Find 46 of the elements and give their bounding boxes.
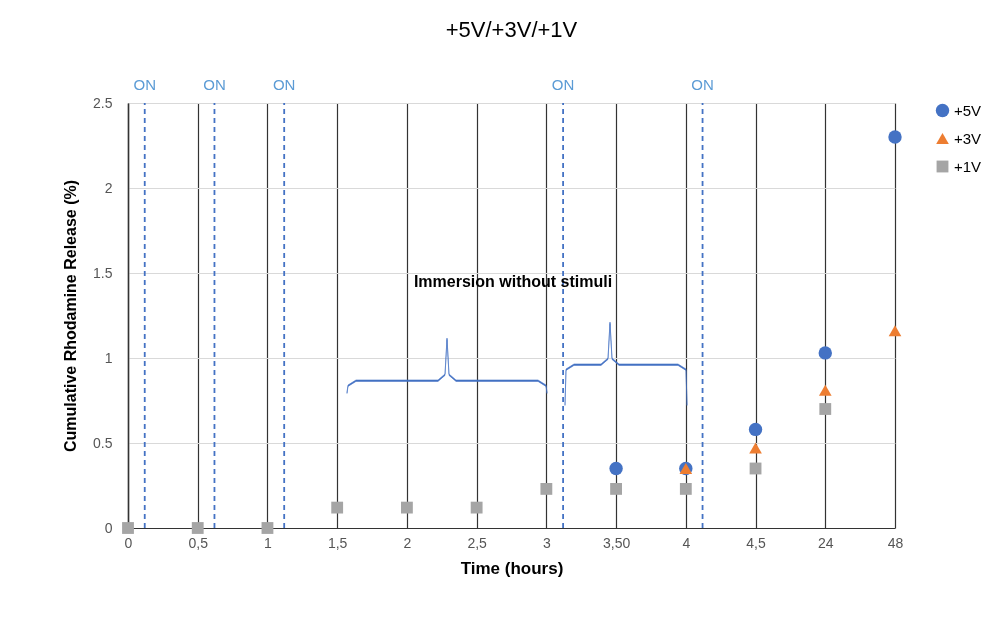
point bbox=[749, 442, 762, 454]
x-tick-label: 2 bbox=[403, 534, 412, 551]
point bbox=[191, 522, 204, 534]
x-tick-label: 0,5 bbox=[188, 534, 209, 551]
point bbox=[400, 501, 413, 514]
x-tick-label: 1,5 bbox=[327, 534, 348, 551]
x-tick-label: 48 bbox=[887, 534, 904, 551]
point bbox=[748, 422, 763, 437]
x-tick-label: 4,5 bbox=[746, 534, 766, 551]
y-tick-label: 1 bbox=[104, 349, 113, 366]
ref-line-label: ON bbox=[133, 76, 156, 93]
point bbox=[540, 482, 553, 495]
point bbox=[818, 384, 832, 396]
point bbox=[818, 346, 832, 360]
legend-label: +5V bbox=[954, 101, 982, 119]
y-axis-title: Cumulative Rhodamine Release (%) bbox=[62, 179, 80, 453]
point bbox=[261, 522, 274, 534]
point bbox=[679, 482, 692, 495]
x-tick-label: 2,5 bbox=[467, 534, 488, 551]
ref-line-label: ON bbox=[691, 76, 714, 93]
y-tick-label: 0.5 bbox=[93, 434, 113, 451]
x-tick-label: 24 bbox=[817, 534, 834, 551]
y-tick-label: 2.5 bbox=[93, 94, 113, 111]
y-tick-label: 0 bbox=[104, 519, 113, 536]
point bbox=[819, 403, 832, 415]
x-tick-label: 3,50 bbox=[602, 534, 631, 551]
ref-line-label: ON bbox=[272, 76, 296, 93]
x-tick-label: 3 bbox=[542, 534, 551, 551]
point bbox=[609, 461, 623, 476]
chart-title: +5V/+3V/+1V bbox=[445, 17, 578, 42]
point bbox=[888, 325, 902, 337]
ref-line-label: ON bbox=[551, 76, 575, 93]
x-axis-title: Time (hours) bbox=[460, 558, 564, 578]
y-tick-label: 2 bbox=[104, 179, 113, 196]
legend-label: +3V bbox=[954, 129, 982, 147]
legend-label: +1V bbox=[954, 157, 982, 175]
x-tick-label: 0 bbox=[124, 534, 133, 551]
x-tick-label: 4 bbox=[682, 534, 691, 551]
y-tick-label: 1.5 bbox=[93, 264, 113, 281]
point bbox=[610, 482, 623, 495]
x-tick-label: 1 bbox=[264, 534, 273, 551]
point bbox=[331, 501, 344, 514]
point bbox=[122, 522, 134, 534]
ref-line-label: ON bbox=[203, 76, 226, 93]
point bbox=[470, 501, 483, 514]
point bbox=[888, 130, 902, 144]
